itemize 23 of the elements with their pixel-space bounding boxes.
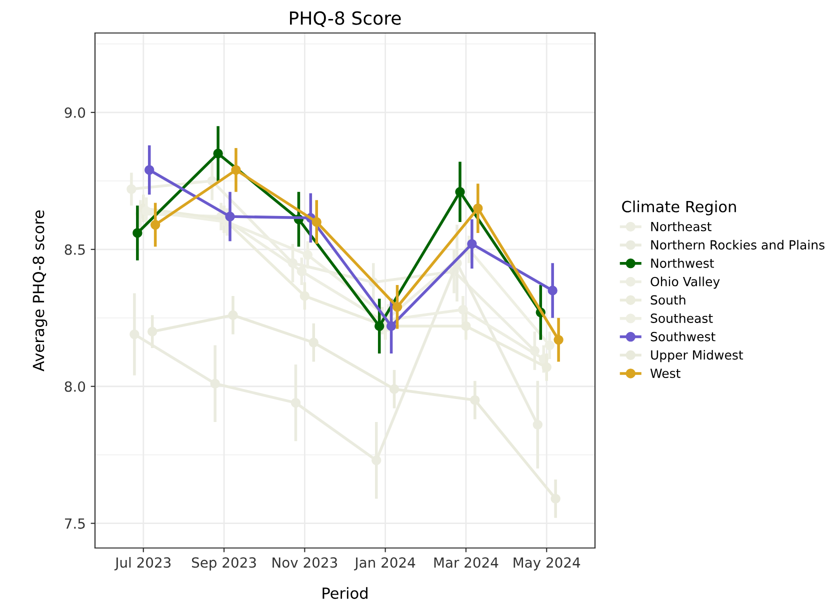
legend-label: Southeast bbox=[650, 313, 713, 323]
legend-label: West bbox=[650, 368, 680, 378]
x-tick-label: Jan 2024 bbox=[354, 557, 416, 570]
y-tick-label: 7.5 bbox=[65, 518, 85, 529]
legend-label: Northeast bbox=[651, 222, 712, 232]
x-tick-label: Sep 2023 bbox=[192, 557, 256, 570]
legend-label: Northern Rockies and Plains bbox=[651, 240, 824, 250]
y-axis-title: Average PHQ-8 score bbox=[32, 210, 48, 372]
x-tick-label: Mar 2024 bbox=[434, 557, 498, 568]
x-axis-title: Period bbox=[322, 587, 368, 599]
legend-label: South bbox=[650, 294, 686, 305]
chart-title: PHQ-8 Score bbox=[290, 11, 401, 27]
legend-title: Climate Region bbox=[622, 200, 736, 216]
legend-label: Northwest bbox=[651, 258, 714, 268]
y-tick-label: 9.0 bbox=[64, 107, 86, 118]
y-tick-label: 8.5 bbox=[64, 244, 85, 255]
x-tick-label: May 2024 bbox=[514, 557, 580, 570]
x-tick-label: Jul 2023 bbox=[114, 557, 171, 570]
legend-label: Upper Midwest bbox=[651, 350, 744, 362]
y-tick-label: 8.0 bbox=[64, 381, 86, 392]
legend-label: Ohio Valley bbox=[650, 276, 720, 289]
legend-label: Southwest bbox=[650, 332, 716, 342]
x-tick-label: Nov 2023 bbox=[272, 557, 337, 568]
